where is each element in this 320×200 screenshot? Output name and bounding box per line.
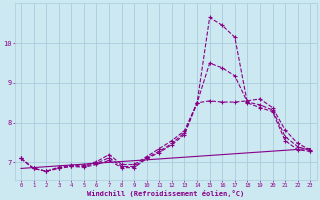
X-axis label: Windchill (Refroidissement éolien,°C): Windchill (Refroidissement éolien,°C)	[87, 190, 244, 197]
